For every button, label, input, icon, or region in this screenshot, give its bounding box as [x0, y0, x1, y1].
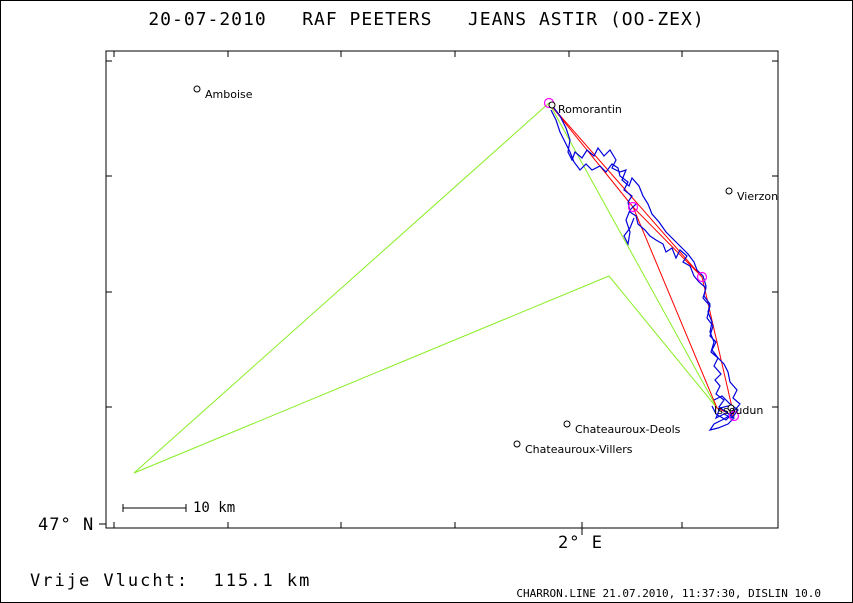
gps-track-thermal	[623, 203, 637, 246]
scale-bar-label: 10 km	[193, 500, 236, 516]
free-flight-distance: Vrije Vlucht: 115.1 km	[30, 571, 312, 591]
free-flight-triangle	[133, 102, 718, 474]
turnpoint-issoudun	[728, 410, 740, 422]
town-markers	[193, 85, 735, 448]
task-lines	[548, 102, 735, 417]
longitude-label: 2° E	[558, 533, 603, 553]
latitude-label: 47° N	[38, 515, 95, 535]
tick-marks	[99, 51, 778, 535]
flight-title: 20-07-2010 RAF PEETERS JEANS ASTIR (OO-Z…	[148, 9, 705, 30]
gps-track	[548, 102, 741, 431]
town-label-chateauroux-villers: Chateauroux-Villers	[525, 443, 633, 456]
town-marker-issoudun	[727, 404, 735, 412]
town-marker-chateauroux-deols	[563, 420, 571, 428]
gps-track-end	[711, 395, 739, 421]
town-label-issoudun: Issoudun	[714, 404, 763, 417]
turnpoint-2	[627, 201, 639, 213]
map-border	[105, 50, 779, 529]
town-marker-amboise	[193, 85, 201, 93]
town-label-amboise: Amboise	[205, 88, 253, 101]
town-label-chateauroux-deols: Chateauroux-Deols	[575, 423, 681, 436]
town-label-romorantin: Romorantin	[558, 103, 622, 116]
town-marker-chateauroux-villers	[513, 440, 521, 448]
footer-credits: CHARRON.LINE 21.07.2010, 11:37:30, DISLI…	[516, 587, 821, 600]
scale-bar	[122, 504, 187, 512]
town-marker-romorantin	[548, 101, 556, 109]
town-label-vierzon: Vierzon	[737, 190, 778, 203]
town-marker-vierzon	[725, 187, 733, 195]
turnpoint-3	[696, 271, 708, 283]
